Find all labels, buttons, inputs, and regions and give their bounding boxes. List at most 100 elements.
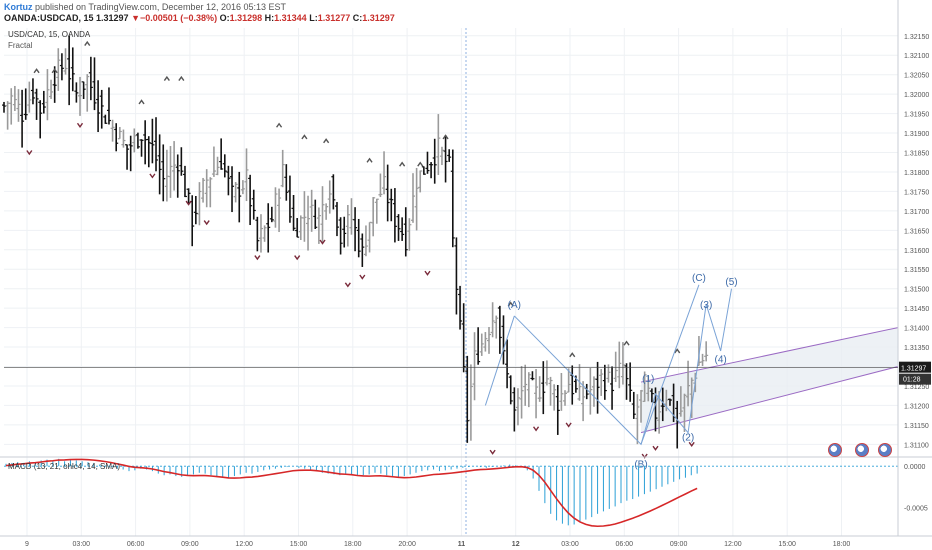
ohlc-bar [59,53,64,81]
price-tick-label: 1.31450 [904,306,929,313]
ohlc-bar [414,167,419,231]
last-price-label: 1.31297 [901,366,926,373]
price-tick-label: 1.31500 [904,287,929,294]
ohlc-bar [244,148,249,202]
ohlc-bar [436,114,441,175]
ohlc-bar [201,177,206,203]
fractal-up-marker [178,75,185,81]
ohlc-bar [628,362,633,402]
ohlc-bar [570,365,575,405]
ohlc-bar [248,174,253,226]
ohlc-bar [222,154,227,178]
us-flag-event-icon[interactable] [878,443,892,457]
fractal-down-marker [185,200,192,206]
ohlc-bar [219,138,224,170]
macd-label[interactable]: MACD (13, 21, ohlc4, 14, SMA) [8,462,121,471]
time-tick-label: 09:00 [670,541,688,548]
time-tick-label: 15:00 [778,541,796,548]
ohlc-bar [52,66,57,103]
ohlc-bar [230,166,235,213]
ohlc-bar [92,57,97,111]
last-price: 1.31297 [96,13,129,23]
ohlc-bar [624,363,629,400]
wave-line-12345 [640,288,732,445]
ohlc-bar [45,69,50,121]
macd-pane [4,458,898,528]
ohlc-bar [483,332,488,352]
ohlc-bar [121,129,126,148]
ohlc-bar [110,119,115,142]
ohlc-bar [374,198,379,224]
ohlc-bar [128,135,133,172]
ohlc-bar [389,188,394,222]
us-flag-event-icon[interactable] [855,443,869,457]
ohlc-bar [458,285,463,330]
ohlc-bar [620,342,625,385]
ohlc-bar [41,90,46,114]
ohlc-bar [439,146,444,166]
us-flag-event-icon[interactable] [828,443,842,457]
price-tick-label: 1.31150 [904,423,929,430]
author-link[interactable]: Kortuz [4,2,33,12]
ohlc-bar [432,138,437,184]
fractal-up-marker [569,352,576,358]
price-tick-label: 1.31900 [904,131,929,138]
ohlc-bar [208,177,213,208]
ohlc-bar [125,144,130,170]
fractal-down-marker [532,426,540,432]
ohlc-bar [143,120,148,165]
ohlc-bar [2,101,6,113]
ohlc-bar [23,88,28,120]
ohlc-bar [519,366,524,419]
ohlc-bar [277,188,282,233]
ohlc-bar [88,56,93,101]
ohlc-bar [287,175,292,223]
ohlc-bar [34,88,39,120]
ohlc-bar [9,88,14,125]
ohlc-bar [508,375,513,405]
ohlc-bar [591,376,596,407]
fractal-up-marker [163,75,170,81]
ohlc-bar [5,101,10,130]
ohlc-bar [479,333,484,356]
parallel-channel[interactable] [640,327,899,434]
ohlc-bar [157,134,162,195]
ohlc-bar [563,390,568,406]
indicator-name[interactable]: Fractal [8,41,33,50]
macd-tick-label: 0.0000 [904,464,926,471]
open-label: O: [219,13,230,23]
fractal-down-marker [294,255,301,261]
price-tick-label: 1.31650 [904,228,929,235]
time-tick-label: 11 [458,541,466,548]
ohlc-bar [193,195,198,225]
ohlc-bar [313,199,318,229]
ohlc-bar [280,149,285,188]
ohlc-bar [526,372,531,408]
fractal-down-marker [424,270,431,276]
price-tick-label: 1.32150 [904,34,929,41]
ohlc-bar [117,126,122,140]
ohlc-bar [602,364,607,400]
countdown-label: 01:28 [903,377,921,384]
ohlc-bar [306,195,311,251]
ohlc-bar [226,165,231,196]
ohlc-bar [320,186,325,244]
elliott-wave-lines[interactable] [484,284,732,446]
fractal-up-marker [84,40,91,46]
ohlc-bar [421,166,426,175]
price-tick-label: 1.31700 [904,209,929,216]
fractal-up-marker [507,301,514,307]
fractal-down-marker [76,122,84,128]
ohlc-bar [599,369,604,396]
ohlc-bar [106,87,111,125]
ohlc-bar [490,302,495,338]
price-tick-label: 1.31850 [904,151,929,158]
ohlc-bar [74,82,79,103]
macd-tick-label: -0.0005 [904,505,928,512]
ohlc-bar [172,141,177,191]
ohlc-bar [385,164,390,222]
publish-header: Kortuz published on TradingView.com, Dec… [4,2,286,12]
channel-fill [641,327,898,433]
fractal-down-marker [489,449,496,455]
